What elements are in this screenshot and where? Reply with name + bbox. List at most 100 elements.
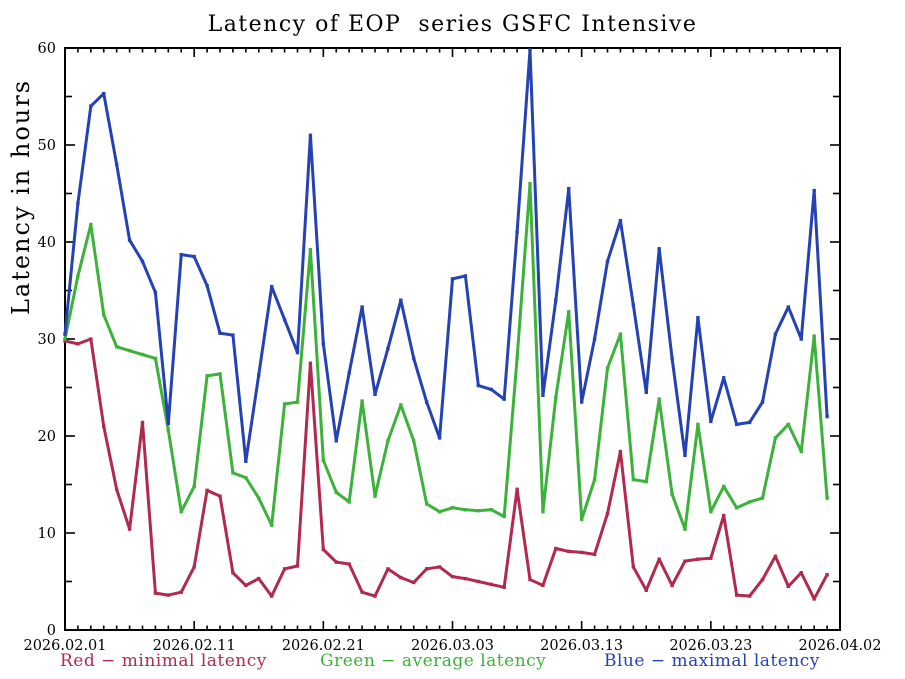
- y-axis-tick-label: 0: [47, 623, 56, 639]
- data-point-minimal-latency: [567, 549, 571, 554]
- data-point-maximal-latency: [709, 419, 713, 424]
- data-point-average-latency: [334, 490, 338, 494]
- data-point-minimal-latency: [541, 583, 545, 588]
- data-point-average-latency: [579, 517, 584, 522]
- data-point-minimal-latency: [140, 420, 145, 425]
- data-point-maximal-latency: [670, 356, 674, 361]
- data-point-maximal-latency: [760, 400, 765, 404]
- data-point-maximal-latency: [76, 201, 80, 205]
- data-point-maximal-latency: [114, 162, 119, 167]
- data-point-average-latency: [670, 492, 674, 496]
- data-point-maximal-latency: [773, 332, 778, 336]
- data-point-average-latency: [89, 222, 93, 227]
- data-point-maximal-latency: [102, 91, 106, 96]
- data-point-average-latency: [321, 458, 326, 462]
- data-point-average-latency: [696, 422, 700, 427]
- data-point-average-latency: [386, 439, 390, 443]
- x-axis-tick-label: 2026.03.13: [540, 638, 623, 654]
- data-point-maximal-latency: [192, 254, 196, 259]
- data-point-average-latency: [618, 332, 623, 336]
- data-point-maximal-latency: [308, 133, 313, 137]
- data-point-minimal-latency: [282, 567, 287, 571]
- data-point-minimal-latency: [360, 590, 364, 594]
- data-point-maximal-latency: [269, 284, 274, 289]
- data-point-average-latency: [179, 509, 183, 514]
- data-point-minimal-latency: [734, 593, 739, 597]
- data-point-minimal-latency: [373, 594, 377, 598]
- data-point-average-latency: [76, 274, 80, 278]
- data-point-average-latency: [166, 428, 171, 432]
- data-point-maximal-latency: [696, 315, 700, 320]
- data-point-maximal-latency: [334, 439, 338, 443]
- data-point-minimal-latency: [386, 567, 390, 571]
- data-point-maximal-latency: [592, 337, 597, 341]
- data-point-maximal-latency: [489, 387, 493, 392]
- data-point-minimal-latency: [476, 579, 481, 584]
- data-point-average-latency: [450, 506, 455, 510]
- data-point-maximal-latency: [644, 390, 648, 395]
- data-point-maximal-latency: [205, 283, 209, 288]
- data-point-minimal-latency: [812, 597, 816, 601]
- data-point-maximal-latency: [244, 459, 248, 463]
- data-point-average-latency: [476, 508, 481, 513]
- data-point-minimal-latency: [76, 342, 80, 346]
- data-point-maximal-latency: [631, 303, 636, 307]
- data-point-minimal-latency: [760, 577, 765, 582]
- data-point-average-latency: [722, 484, 726, 489]
- data-point-minimal-latency: [179, 590, 183, 594]
- data-point-average-latency: [231, 471, 235, 475]
- data-point-average-latency: [515, 356, 519, 361]
- x-axis-tick-label: 2026.03.23: [669, 638, 752, 654]
- data-point-maximal-latency: [231, 333, 235, 337]
- data-point-average-latency: [631, 477, 636, 482]
- data-point-average-latency: [502, 514, 506, 519]
- data-point-maximal-latency: [373, 392, 377, 396]
- data-point-minimal-latency: [747, 594, 752, 598]
- data-point-average-latency: [463, 508, 468, 512]
- data-point-average-latency: [347, 500, 351, 504]
- data-point-minimal-latency: [825, 573, 829, 577]
- data-point-average-latency: [734, 506, 739, 510]
- data-point-minimal-latency: [127, 527, 132, 531]
- y-axis-tick-label: 50: [38, 138, 56, 154]
- data-point-minimal-latency: [321, 547, 326, 552]
- data-point-maximal-latency: [347, 371, 351, 375]
- data-point-minimal-latency: [773, 554, 778, 558]
- data-point-maximal-latency: [812, 188, 816, 193]
- data-point-maximal-latency: [360, 305, 364, 309]
- data-point-average-latency: [657, 397, 661, 401]
- data-point-average-latency: [308, 248, 313, 252]
- data-point-minimal-latency: [722, 513, 726, 518]
- data-point-minimal-latency: [696, 557, 700, 561]
- data-point-minimal-latency: [153, 591, 158, 595]
- chart-title: Latency of EOP series GSFC Intensive: [207, 12, 698, 37]
- plot-frame: [64, 47, 841, 631]
- data-point-minimal-latency: [166, 593, 171, 597]
- data-point-minimal-latency: [463, 576, 468, 581]
- data-point-maximal-latency: [786, 305, 791, 309]
- data-point-maximal-latency: [412, 356, 416, 361]
- data-point-minimal-latency: [592, 552, 597, 557]
- data-point-maximal-latency: [683, 453, 687, 458]
- data-point-minimal-latency: [412, 580, 416, 585]
- legend-item-minimal: Red − minimal latency: [60, 651, 267, 671]
- data-point-average-latency: [760, 496, 765, 500]
- data-point-average-latency: [747, 500, 752, 504]
- data-point-minimal-latency: [244, 583, 248, 588]
- data-point-maximal-latency: [153, 290, 158, 295]
- data-point-average-latency: [205, 374, 209, 378]
- data-point-minimal-latency: [192, 565, 196, 569]
- data-point-maximal-latency: [476, 383, 481, 388]
- data-point-maximal-latency: [567, 186, 571, 191]
- data-point-minimal-latency: [644, 588, 648, 592]
- data-point-maximal-latency: [605, 259, 610, 264]
- data-point-minimal-latency: [257, 576, 261, 581]
- data-point-average-latency: [592, 477, 597, 482]
- data-point-maximal-latency: [166, 421, 171, 426]
- data-point-average-latency: [399, 403, 403, 407]
- data-point-maximal-latency: [386, 347, 390, 351]
- data-point-maximal-latency: [734, 422, 739, 427]
- data-point-average-latency: [799, 449, 803, 454]
- data-point-average-latency: [528, 182, 532, 186]
- data-point-maximal-latency: [140, 259, 145, 264]
